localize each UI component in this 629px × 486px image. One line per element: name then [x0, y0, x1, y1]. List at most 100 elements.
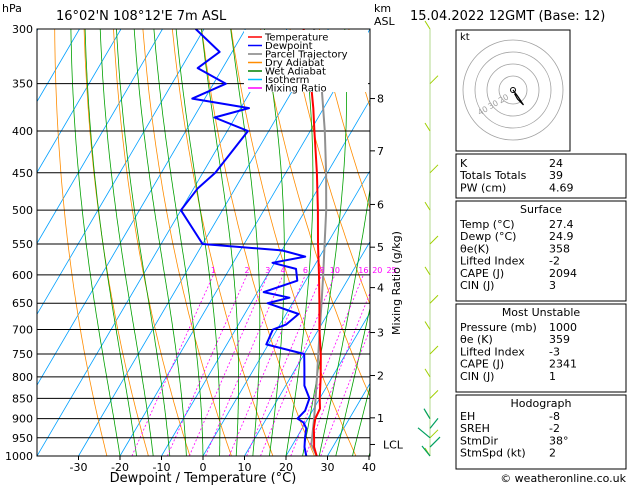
table-row-value: 2341 [549, 358, 577, 371]
wet-adiabat-line [175, 29, 221, 456]
wind-barb [429, 417, 439, 429]
wind-barb [424, 122, 431, 132]
temperature-line [302, 29, 322, 456]
table-row-value: 358 [549, 242, 570, 255]
wet-adiabat-line [335, 306, 370, 456]
table-row-label: Lifted Index [460, 255, 525, 268]
mixing-ratio-label: 25 [386, 266, 396, 275]
mixing-ratio-line [167, 274, 248, 456]
hodograph-ring-label: 40 [476, 104, 489, 117]
hodograph-table-title: Hodograph [511, 397, 572, 410]
pressure-axis: 300 350 400 450 500 550 600 650 700 750 800 850 900 9… [5, 23, 33, 463]
pressure-tick-label: 1000 [5, 450, 33, 463]
wind-barb [429, 345, 439, 355]
pressure-unit-label: hPa [2, 2, 22, 15]
wet-adiabat-line [70, 29, 121, 456]
wind-barb [424, 321, 431, 330]
mixing-ratio-label: 4 [281, 266, 286, 275]
table-row-value: 4.69 [549, 181, 574, 194]
mixing-ratio-line [228, 274, 306, 456]
table-row-value: -3 [549, 345, 560, 358]
height-tick-label: 4 [377, 282, 384, 295]
pressure-tick-label: 850 [12, 392, 33, 405]
x-axis-label: Dewpoint / Temperature (°C) [110, 471, 297, 486]
wind-barb [417, 427, 431, 439]
table-row-label: CIN (J) [460, 370, 494, 383]
mixing-ratio-line [305, 292, 370, 456]
pressure-tick-label: 900 [12, 413, 33, 426]
pressure-tick-label: 350 [12, 78, 33, 91]
surface-box [455, 200, 627, 302]
table-row-label: StmDir [460, 434, 499, 447]
table-row-label: CIN (J) [460, 279, 494, 292]
dry-adiabat-line [142, 29, 232, 456]
most-unstable-title: Most Unstable [502, 306, 581, 319]
isotherm-line [37, 29, 205, 316]
hodograph-table-box [455, 394, 627, 470]
wind-barb [424, 368, 431, 378]
dry-adiabat-line [54, 29, 108, 456]
table-row-value: 24 [549, 157, 563, 170]
isotherm-line [37, 29, 80, 103]
table-row-label: EH [460, 410, 475, 423]
wind-barb [424, 20, 431, 30]
height-unit-label-asl: ASL [374, 15, 396, 28]
temperature-tick-label: -30 [70, 461, 88, 474]
mixing-ratio-label: 10 [330, 266, 340, 275]
datetime-title: 15.04.2022 12GMT (Base: 12) [410, 9, 605, 24]
table-row-label: K [460, 157, 468, 170]
table-row-value: 1000 [549, 321, 577, 334]
wind-barb [429, 164, 439, 174]
table-row-label: Lifted Index [460, 345, 525, 358]
temperature-axis: -30 -20 -10 0 10 20 30 40 [70, 456, 376, 474]
temperature-tick-label: 10 [238, 461, 252, 474]
mixing-ratio-label: 16 [358, 266, 368, 275]
temperature-tick-label: 40 [362, 461, 376, 474]
mixing-ratio-labels: 1 2 3 4 6 8 10 16 20 25 [211, 266, 397, 275]
wet-adiabat-line [352, 385, 370, 456]
pressure-tick-label: 300 [12, 23, 33, 36]
mixing-ratio-line [131, 274, 214, 456]
wind-profile [417, 20, 441, 457]
table-row-label: StmSpd (kt) [460, 447, 526, 460]
pressure-tick-label: 950 [12, 432, 33, 445]
height-tick-label: 2 [377, 370, 384, 383]
table-row-value: -8 [549, 410, 560, 423]
pressure-tick-label: 600 [12, 269, 33, 282]
pressure-tick-label: 400 [12, 125, 33, 138]
table-row-value: 2094 [549, 267, 577, 280]
table-row-value: 3 [549, 279, 556, 292]
table-row-label: θe (K) [460, 333, 493, 346]
mixing-ratio-label: 6 [303, 266, 308, 275]
legend-label: Mixing Ratio [265, 84, 327, 95]
wind-barb [429, 235, 439, 245]
table-row-label: CAPE (J) [460, 267, 504, 280]
parcel-trajectory-line [310, 29, 328, 456]
temperature-tick-label: 20 [279, 461, 293, 474]
height-tick-label: LCL [383, 438, 404, 451]
height-tick-label: 7 [377, 145, 384, 158]
legend-label: Dewpoint [265, 41, 313, 52]
wet-adiabat-line [84, 29, 137, 456]
isotherm-line [202, 169, 370, 456]
height-unit-label: km [374, 2, 391, 15]
mixing-ratio-label: 20 [372, 266, 382, 275]
hodograph-ring [498, 75, 528, 105]
wind-barb [423, 408, 431, 419]
pressure-tick-label: 450 [12, 167, 33, 180]
legend-label: Parcel Trajectory [265, 50, 348, 61]
temperature-tick-label: 30 [321, 461, 335, 474]
isotherm-line [37, 29, 122, 174]
table-row-label: PW (cm) [460, 181, 506, 194]
pressure-tick-label: 800 [12, 371, 33, 384]
wind-barb [429, 429, 439, 439]
height-tick-label: 6 [377, 198, 384, 211]
wet-adiabat-line [318, 186, 370, 456]
table-row-value: 1 [549, 370, 556, 383]
dry-adiabat-line [319, 29, 370, 210]
table-row-value: 39 [549, 169, 563, 182]
isotherm-line [285, 311, 370, 456]
hodograph-ring [474, 51, 552, 129]
mixing-ratio-line [246, 274, 323, 456]
